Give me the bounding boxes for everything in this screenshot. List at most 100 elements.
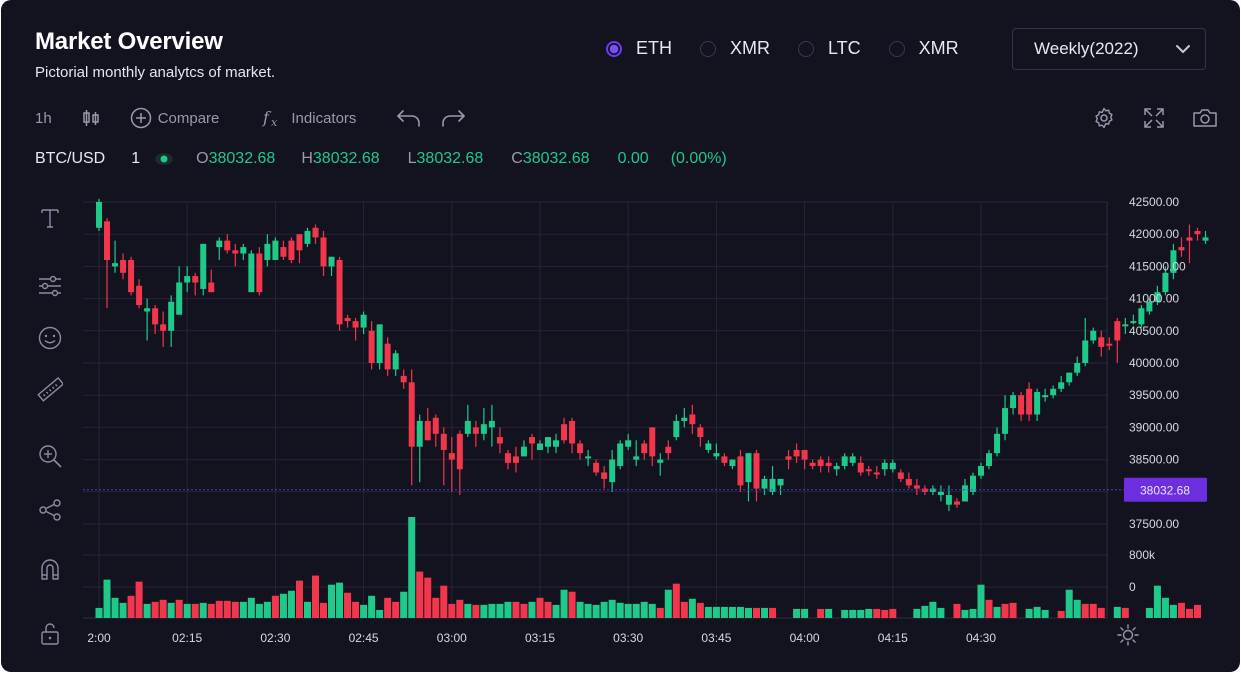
- candle-body: [777, 478, 784, 486]
- y-tick-label: 40500.00: [1129, 324, 1179, 338]
- volume-bar: [752, 607, 760, 618]
- candle-body: [152, 308, 159, 325]
- volume-bar: [303, 601, 311, 618]
- volume-bar: [536, 597, 544, 618]
- volume-bar: [191, 603, 199, 618]
- indicator-settings-button[interactable]: [37, 273, 63, 299]
- x-tick-label: 03:45: [701, 631, 731, 645]
- volume-bar: [552, 604, 560, 618]
- candle-body: [264, 243, 271, 260]
- candle: [1050, 385, 1057, 399]
- candle-body: [392, 353, 399, 370]
- candle-body: [320, 237, 327, 267]
- coin-radio-eth[interactable]: ETH: [606, 38, 672, 59]
- candle: [553, 433, 560, 454]
- coin-radio-ltc[interactable]: LTC: [798, 38, 861, 59]
- candle-body: [376, 324, 383, 363]
- candle-body: [873, 472, 880, 475]
- candle-body: [1170, 250, 1177, 273]
- redo-button[interactable]: [440, 108, 466, 128]
- coin-label: XMR: [918, 38, 959, 58]
- volume-bar: [287, 590, 295, 618]
- candle-body: [1082, 340, 1089, 363]
- volume-bar: [881, 609, 889, 618]
- candle-body: [833, 466, 840, 470]
- candle: [1194, 227, 1201, 241]
- candle-body: [753, 453, 760, 489]
- volume-bar: [1081, 603, 1089, 618]
- x-tick-label: 02:30: [260, 631, 290, 645]
- emoji-tool-button[interactable]: [37, 325, 63, 351]
- volume-bar: [199, 602, 207, 618]
- x-tick-label: 04:30: [966, 631, 996, 645]
- x-tick-label: 02:15: [172, 631, 202, 645]
- candle: [304, 227, 311, 248]
- candle-body: [1026, 388, 1033, 415]
- x-tick-label: 03:00: [437, 631, 467, 645]
- volume-bar: [889, 608, 897, 618]
- period-select[interactable]: Weekly(2022): [1012, 28, 1206, 70]
- volume-bar: [352, 601, 360, 618]
- interval-button[interactable]: 1h: [35, 109, 52, 127]
- volume-bar: [392, 601, 400, 618]
- text-tool-button[interactable]: [37, 205, 63, 231]
- candle: [232, 243, 239, 267]
- sun-icon[interactable]: [1117, 624, 1139, 646]
- volume-bar: [488, 603, 496, 618]
- volume-bar: [736, 606, 744, 618]
- candle-body: [601, 472, 608, 479]
- compare-button[interactable]: Compare: [130, 107, 219, 129]
- volume-bar: [223, 600, 231, 618]
- price-axis: 42500.00 42000.00 415000.00 41000.00 40500.0…: [1129, 195, 1186, 594]
- volume-bar: [576, 601, 584, 618]
- candle-body: [1138, 308, 1145, 325]
- candle: [1122, 317, 1129, 335]
- lock-tool-button[interactable]: [37, 621, 63, 647]
- volume-bar: [761, 607, 769, 618]
- volume-bar: [849, 609, 857, 618]
- volume-bar: [1113, 606, 1121, 618]
- volume-bar: [985, 599, 993, 618]
- ruler-tool-button[interactable]: [37, 377, 63, 403]
- volume-bar: [728, 606, 736, 618]
- candle-body: [280, 247, 287, 257]
- candle-body: [416, 420, 423, 447]
- volume-bar: [512, 601, 520, 618]
- magnet-tool-button[interactable]: [37, 557, 63, 583]
- candle: [344, 314, 351, 328]
- candle-body: [897, 472, 904, 479]
- x-tick-label: 03:30: [613, 631, 643, 645]
- y-tick-label: 38500.00: [1129, 453, 1179, 467]
- coin-label: XMR: [730, 38, 770, 58]
- fullscreen-button[interactable]: [1142, 106, 1166, 130]
- share-tool-button[interactable]: [37, 497, 63, 523]
- volume-bar: [376, 609, 384, 618]
- candle-body: [713, 453, 720, 457]
- candle-body: [857, 462, 864, 473]
- coin-radio-xmr[interactable]: XMR: [700, 38, 770, 59]
- candle: [1034, 388, 1041, 421]
- candle: [512, 446, 519, 473]
- candles-button[interactable]: [82, 108, 100, 128]
- candle-body: [304, 230, 311, 244]
- change-percent: (0.00%): [670, 150, 727, 167]
- volume-bar: [344, 592, 352, 618]
- candle: [849, 453, 856, 467]
- candle-body: [368, 330, 375, 363]
- coin-radio-xmr-2[interactable]: XMR: [888, 38, 959, 59]
- candle: [585, 449, 592, 467]
- screenshot-button[interactable]: [1192, 107, 1218, 129]
- volume-bar: [480, 604, 488, 618]
- volume-bar: [1073, 599, 1081, 618]
- volume-bar: [368, 595, 376, 618]
- candle: [561, 417, 568, 444]
- zoom-tool-button[interactable]: [37, 443, 63, 469]
- settings-button[interactable]: [1092, 106, 1116, 130]
- undo-button[interactable]: [396, 108, 422, 128]
- candle-body: [593, 462, 600, 473]
- candles-icon: [82, 110, 99, 126]
- text-icon: [41, 209, 59, 228]
- volume-bar: [135, 581, 143, 618]
